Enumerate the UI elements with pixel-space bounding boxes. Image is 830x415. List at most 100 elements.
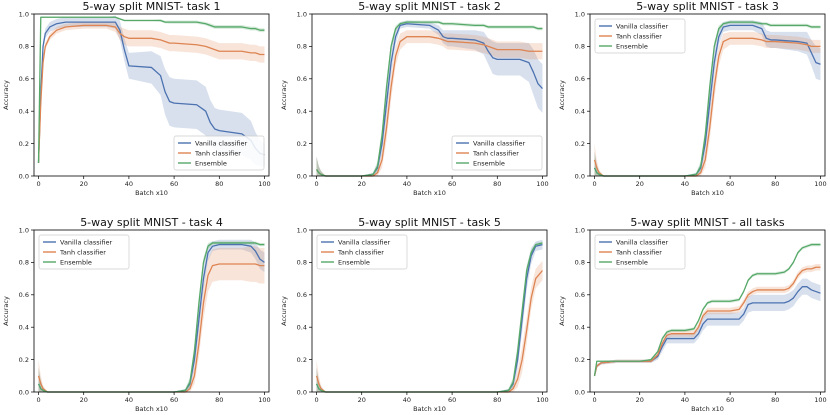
y-tick-label: 0.0	[297, 172, 307, 180]
y-tick-label: 0.2	[575, 356, 585, 364]
y-axis-label: Accuracy	[280, 296, 288, 326]
x-tick-label: 20	[80, 396, 88, 404]
chart-title: 5-way split MNIST - task 3	[636, 0, 779, 13]
x-tick-label: 0	[592, 180, 596, 188]
subplot-5: 5-way split MNIST - task 5 0 20 40 60 80 100 0.…	[280, 216, 549, 413]
y-tick-label: 1.0	[297, 226, 307, 234]
x-tick-label: 60	[448, 180, 456, 188]
confidence-band-2	[594, 264, 821, 378]
y-tick-label: 0.6	[297, 75, 307, 83]
series-line-2	[37, 24, 265, 164]
series-line-3	[315, 21, 543, 177]
x-axis-label: Batch x10	[691, 189, 724, 197]
x-tick-label: 80	[771, 396, 779, 404]
legend-box	[38, 234, 130, 270]
x-tick-label: 60	[726, 396, 734, 404]
x-tick-label: 40	[403, 180, 411, 188]
y-tick-label: 1.0	[575, 10, 585, 18]
legend-box	[173, 135, 265, 171]
y-axis-label: Accuracy	[558, 80, 566, 110]
x-tick-label: 20	[358, 180, 366, 188]
series-line-1	[37, 21, 265, 164]
x-tick-label: 100	[536, 396, 548, 404]
legend-entry: Ensemble	[616, 42, 648, 50]
y-tick-label: 0.8	[297, 259, 307, 267]
x-tick-label: 100	[258, 180, 270, 188]
y-tick-label: 0.2	[575, 140, 585, 148]
y-tick-label: 0.4	[297, 108, 307, 116]
x-tick-label: 60	[170, 180, 178, 188]
x-tick-label: 20	[636, 396, 644, 404]
legend-box	[594, 18, 686, 54]
x-tick-label: 0	[314, 180, 318, 188]
legend-entry: Tanh classifier	[337, 248, 384, 256]
x-tick-label: 100	[814, 180, 826, 188]
x-tick-label: 20	[636, 180, 644, 188]
x-tick-label: 80	[215, 396, 223, 404]
y-tick-label: 0.6	[575, 291, 585, 299]
y-tick-label: 0.6	[19, 75, 29, 83]
confidence-band-2	[316, 260, 543, 392]
axes-frame	[589, 229, 826, 393]
x-tick-label: 20	[358, 396, 366, 404]
legend-entry: Ensemble	[60, 258, 92, 266]
legend: Vanilla classifier Tanh classifier Ensembl…	[594, 18, 686, 54]
y-tick-label: 0.8	[19, 43, 29, 51]
confidence-band-1	[38, 15, 265, 167]
x-tick-label: 100	[536, 180, 548, 188]
y-tick-label: 1.0	[19, 10, 29, 18]
y-tick-label: 0.6	[575, 75, 585, 83]
x-tick-label: 60	[170, 396, 178, 404]
legend-entry: Tanh classifier	[194, 149, 241, 157]
x-tick-label: 0	[36, 396, 40, 404]
y-tick-label: 0.0	[19, 172, 29, 180]
legend-box	[451, 135, 543, 171]
y-tick-label: 0.8	[297, 43, 307, 51]
chart-title: 5-way split MNIST- task 1	[82, 0, 220, 13]
legend: Vanilla classifier Tanh classifier Ensembl…	[594, 234, 686, 270]
legend-entry: Vanilla classifier	[195, 139, 248, 147]
x-tick-label: 40	[125, 180, 133, 188]
x-tick-label: 100	[258, 396, 270, 404]
legend-entry: Tanh classifier	[615, 248, 662, 256]
series-line-2	[37, 263, 265, 393]
axes-frame	[33, 13, 270, 177]
subplot-1: 5-way split MNIST- task 1 0 20 40 60 80 100 0.0…	[2, 0, 271, 197]
x-tick-label: 0	[314, 396, 318, 404]
series-line-2	[315, 270, 543, 393]
confidence-band-2	[38, 246, 265, 392]
series-line-3	[37, 16, 265, 164]
legend-entry: Vanilla classifier	[616, 238, 669, 246]
legend-entry: Vanilla classifier	[616, 22, 669, 30]
subplot-6: 5-way split MNIST - all tasks 0 20 40 60 80 10…	[558, 216, 827, 413]
y-tick-label: 1.0	[19, 226, 29, 234]
y-tick-label: 0.6	[19, 291, 29, 299]
axes-frame	[33, 229, 270, 393]
x-tick-label: 40	[403, 396, 411, 404]
chart-title: 5-way split MNIST - task 2	[358, 0, 501, 13]
axes-frame	[589, 13, 826, 177]
x-tick-label: 40	[681, 180, 689, 188]
y-tick-label: 0.4	[575, 324, 585, 332]
legend: Vanilla classifier Tanh classifier Ensembl…	[173, 135, 265, 171]
legend-entry: Ensemble	[195, 159, 227, 167]
subplot-3: 5-way split MNIST - task 3 0 20 40 60 80 100 0.…	[558, 0, 827, 197]
confidence-band-1	[594, 20, 821, 177]
y-tick-label: 0.2	[19, 140, 29, 148]
x-tick-label: 80	[215, 180, 223, 188]
x-tick-label: 0	[36, 180, 40, 188]
chart-title: 5-way split MNIST - all tasks	[630, 216, 784, 229]
x-axis-label: Batch x10	[413, 405, 446, 413]
legend-box	[316, 234, 408, 270]
y-tick-label: 0.0	[19, 388, 29, 396]
legend-entry: Tanh classifier	[615, 32, 662, 40]
x-tick-label: 80	[493, 180, 501, 188]
chart-title: 5-way split MNIST - task 5	[358, 216, 501, 229]
y-axis-label: Accuracy	[280, 80, 288, 110]
y-tick-label: 0.8	[575, 43, 585, 51]
x-tick-label: 60	[448, 396, 456, 404]
legend-entry: Tanh classifier	[59, 248, 106, 256]
y-axis-label: Accuracy	[2, 80, 10, 110]
series-line-3	[593, 243, 821, 376]
